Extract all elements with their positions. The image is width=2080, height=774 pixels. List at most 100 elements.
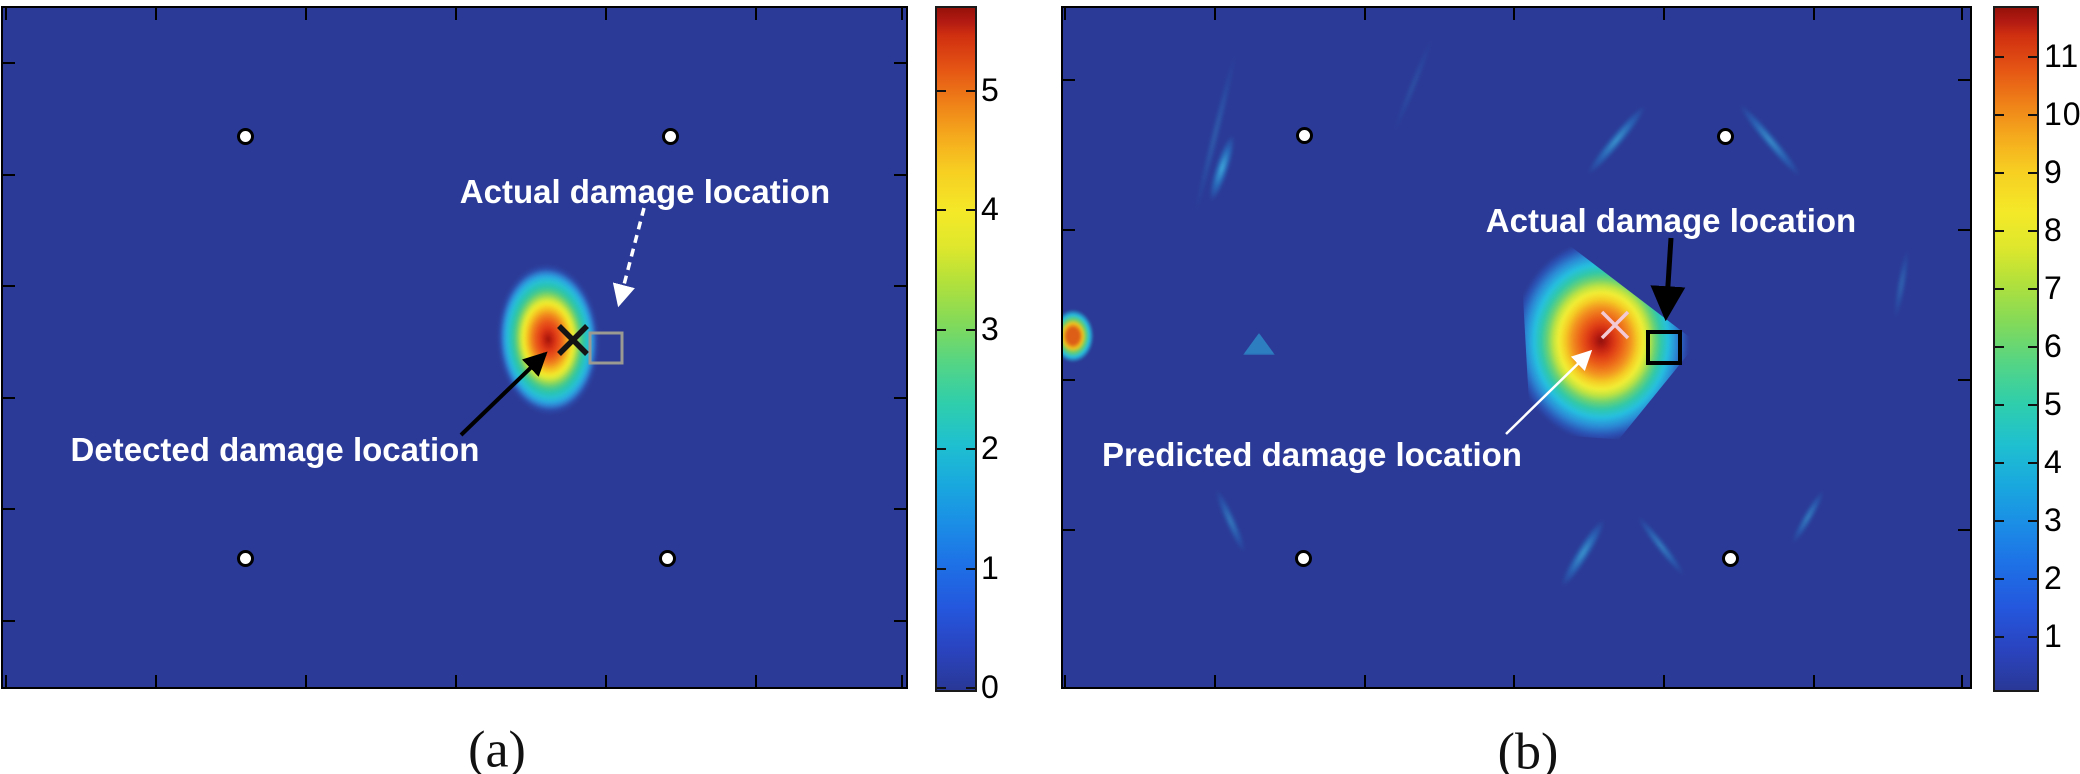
x-axis-tick [901,8,903,20]
colorbar-tick [2028,462,2037,464]
x-axis-tick [1813,675,1815,687]
annotation-actual-damage-a: Actual damage location [459,173,831,210]
x-axis-tick [1663,675,1665,687]
colorbar-tick [1995,462,2004,464]
y-axis-tick [894,508,906,510]
colorbar-tick [1995,520,2004,522]
colorbar-tick-label: 6 [2044,328,2063,364]
colorbar-tick [1995,346,2004,348]
sensor-dot [1295,549,1313,567]
colorbar-tick [966,568,975,570]
colorbar-tick [937,329,946,331]
x-axis-tick [901,675,903,687]
x-axis-tick [455,675,457,687]
colorbar-tick [2028,56,2037,58]
sensor-dot [662,128,680,146]
colorbar-tick-label: 8 [2044,212,2063,248]
y-axis-tick [894,285,906,287]
x-axis-tick [155,8,157,20]
colorbar-tick-label: 5 [2044,386,2063,422]
x-axis-tick [1961,8,1963,20]
colorbar-tick [937,90,946,92]
y-axis-tick [3,620,15,622]
markers-overlay-b [1505,237,1686,435]
x-axis-tick [755,675,757,687]
colorbar-tick-label: 2 [981,430,1000,466]
colorbar-tick [966,329,975,331]
colorbar-labels-a: 0 1 2 3 4 5 [981,0,1041,774]
colorbar-tick [937,448,946,450]
sensor-dot [658,549,676,567]
x-axis-tick [1364,8,1366,20]
annotation-actual-damage-b: Actual damage location [1485,202,1857,239]
x-axis-tick [1513,8,1515,20]
x-axis-tick [1214,8,1216,20]
colorbar-b [1993,6,2039,692]
y-axis-tick [1958,379,1970,381]
arrow-actual-damage-b [1650,237,1686,322]
colorbar-tick-label: 0 [981,669,1000,705]
x-axis-tick [305,8,307,20]
x-axis-tick [1813,8,1815,20]
sensor-dot [1296,126,1314,144]
x-axis-tick [1064,8,1066,20]
sensor-dot [1721,549,1739,567]
x-axis-tick [605,675,607,687]
y-axis-tick [1958,79,1970,81]
colorbar-tick [937,568,946,570]
colorbar-tick [937,209,946,211]
colorbar-tick [966,209,975,211]
y-axis-tick [3,62,15,64]
y-axis-tick [1063,379,1075,381]
y-axis-tick [894,397,906,399]
y-axis-tick [894,174,906,176]
y-axis-tick [1958,529,1970,531]
x-axis-tick [1961,675,1963,687]
x-axis-tick [305,675,307,687]
colorbar-tick [2028,288,2037,290]
colorbar-tick [1995,404,2004,406]
annotation-predicted-damage-b: Predicted damage location [1102,436,1522,473]
y-axis-tick [3,285,15,287]
colorbar-tick [1995,288,2004,290]
markers-overlay-a [459,207,646,437]
sensor-dot [1717,127,1735,145]
colorbar-tick-label: 2 [2044,560,2063,596]
colorbar-tick [937,687,946,689]
x-axis-tick [1214,675,1216,687]
colorbar-tick-label: 3 [981,311,1000,347]
colorbar-labels-b: 1 2 3 4 5 6 7 8 9 10 11 [2044,0,2080,774]
colorbar-tick [2028,346,2037,348]
x-axis-tick [605,8,607,20]
colorbar-tick [2028,578,2037,580]
colorbar-tick-label: 4 [981,191,1000,227]
colorbar-tick [966,90,975,92]
arrow-actual-damage-a [612,207,646,308]
colorbar-tick-label: 1 [2044,618,2063,654]
predicted-damage-x-marker-b [1600,310,1630,340]
colorbar-tick [2028,114,2037,116]
annotation-detected-damage-a: Detected damage location [70,431,480,468]
colorbar-tick [1995,578,2004,580]
y-axis-tick [3,508,15,510]
colorbar-tick-label: 1 [981,550,1000,586]
y-axis-tick [1063,79,1075,81]
actual-damage-square-b [1646,330,1682,365]
colorbar-tick [2028,404,2037,406]
caption-panel-b: (b) [1497,723,1559,774]
plot-area-b: Actual damage location Predicted damage … [1061,6,1972,689]
y-axis-tick [1958,229,1970,231]
sensor-dot [237,549,254,567]
colorbar-tick-label: 4 [2044,444,2063,480]
colorbar-tick [2028,520,2037,522]
caption-panel-a: (a) [468,721,526,774]
x-axis-tick [1513,675,1515,687]
y-axis-tick [1063,529,1075,531]
colorbar-a [935,6,977,692]
y-axis-tick [894,62,906,64]
colorbar-tick [1995,172,2004,174]
colorbar-tick [2028,172,2037,174]
x-axis-tick [155,675,157,687]
colorbar-tick-label: 9 [2044,154,2063,190]
colorbar-tick [966,687,975,689]
